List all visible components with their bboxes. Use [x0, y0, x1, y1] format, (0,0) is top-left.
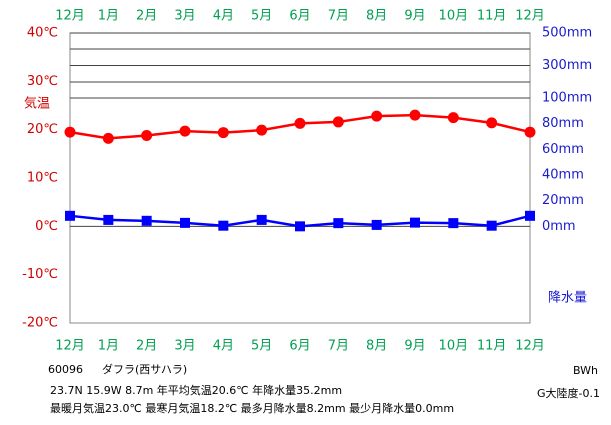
y2-axis-label: 降水量	[548, 291, 587, 306]
x-tick-label: 7月	[328, 339, 349, 354]
precip-marker	[486, 220, 497, 231]
continentality: G大陸度-0.1	[537, 386, 600, 400]
precip-marker	[103, 214, 114, 225]
precip-marker	[410, 217, 420, 228]
precip-marker	[256, 214, 267, 225]
y-tick-label: 40℃	[27, 26, 58, 41]
y-tick-label: 0℃	[35, 219, 58, 234]
x-tick-label: 10月	[439, 9, 469, 24]
climate-class: BWh	[573, 364, 598, 377]
precip-marker	[525, 210, 535, 221]
y2-tick-label: 80mm	[542, 116, 584, 131]
x-tick-label: 9月	[404, 339, 425, 354]
temp-marker	[179, 125, 191, 137]
x-tick-label: 4月	[213, 9, 234, 24]
y-axis-label: 気温	[24, 96, 50, 112]
x-tick-label: 1月	[98, 9, 119, 24]
x-tick-label: 12月	[55, 9, 85, 24]
station-id: 60096	[48, 363, 83, 376]
y-tick-label: 20℃	[27, 122, 58, 137]
x-tick-label: 3月	[174, 339, 195, 354]
precip-marker	[218, 220, 229, 231]
x-tick-label: 8月	[366, 339, 387, 354]
temp-marker	[409, 109, 421, 121]
temp-marker	[102, 132, 114, 144]
info-line: 最暖月気温23.0℃ 最寒月気温18.2℃ 最多月降水量8.2mm 最少月降水量…	[50, 401, 454, 415]
precip-marker	[295, 221, 305, 232]
y2-tick-label: 500mm	[542, 26, 592, 41]
x-tick-label: 5月	[251, 9, 272, 24]
x-tick-label: 6月	[289, 339, 310, 354]
temp-marker	[447, 112, 459, 124]
temp-marker	[141, 129, 153, 141]
precip-marker	[448, 218, 459, 229]
y2-tick-label: 100mm	[542, 91, 592, 106]
y2-tick-label: 0mm	[542, 219, 576, 234]
x-tick-label: 8月	[366, 9, 387, 24]
x-tick-label: 1月	[98, 339, 119, 354]
y2-tick-label: 60mm	[542, 142, 584, 157]
precip-marker	[371, 219, 382, 230]
x-tick-label: 2月	[136, 339, 157, 354]
temp-marker	[217, 127, 229, 139]
plot-frame	[69, 32, 531, 324]
y-tick-label: -20℃	[22, 316, 58, 331]
y2-tick-label: 40mm	[542, 168, 584, 183]
temp-marker	[486, 117, 498, 129]
x-tick-label: 3月	[174, 9, 195, 24]
x-tick-label: 9月	[404, 9, 425, 24]
temp-marker	[64, 126, 76, 138]
x-tick-label: 12月	[515, 9, 545, 24]
y-tick-label: 10℃	[27, 171, 58, 186]
temp-marker	[256, 124, 268, 136]
x-tick-label: 6月	[289, 9, 310, 24]
temp-marker	[332, 116, 344, 128]
x-tick-label: 11月	[477, 9, 507, 24]
x-tick-label: 11月	[477, 339, 507, 354]
x-tick-label: 5月	[251, 339, 272, 354]
x-tick-label: 12月	[515, 339, 545, 354]
x-tick-label: 7月	[328, 9, 349, 24]
y2-tick-label: 20mm	[542, 193, 584, 208]
temp-marker	[371, 110, 383, 122]
info-line: 23.7N 15.9W 8.7m 年平均気温20.6℃ 年降水量35.2mm	[50, 383, 342, 397]
precip-marker	[333, 218, 344, 229]
station-name: ダフラ(西サハラ)	[102, 362, 187, 376]
precip-marker	[65, 210, 75, 221]
y2-tick-label: 300mm	[542, 58, 592, 73]
temp-marker	[294, 117, 306, 129]
x-tick-label: 4月	[213, 339, 234, 354]
x-tick-label: 2月	[136, 9, 157, 24]
x-tick-label: 10月	[439, 339, 469, 354]
temp-marker	[524, 126, 536, 138]
precip-marker	[180, 217, 190, 228]
x-tick-label: 12月	[55, 339, 85, 354]
y-tick-label: -10℃	[22, 267, 58, 282]
precip-marker	[141, 215, 152, 226]
y-tick-label: 30℃	[27, 74, 58, 89]
